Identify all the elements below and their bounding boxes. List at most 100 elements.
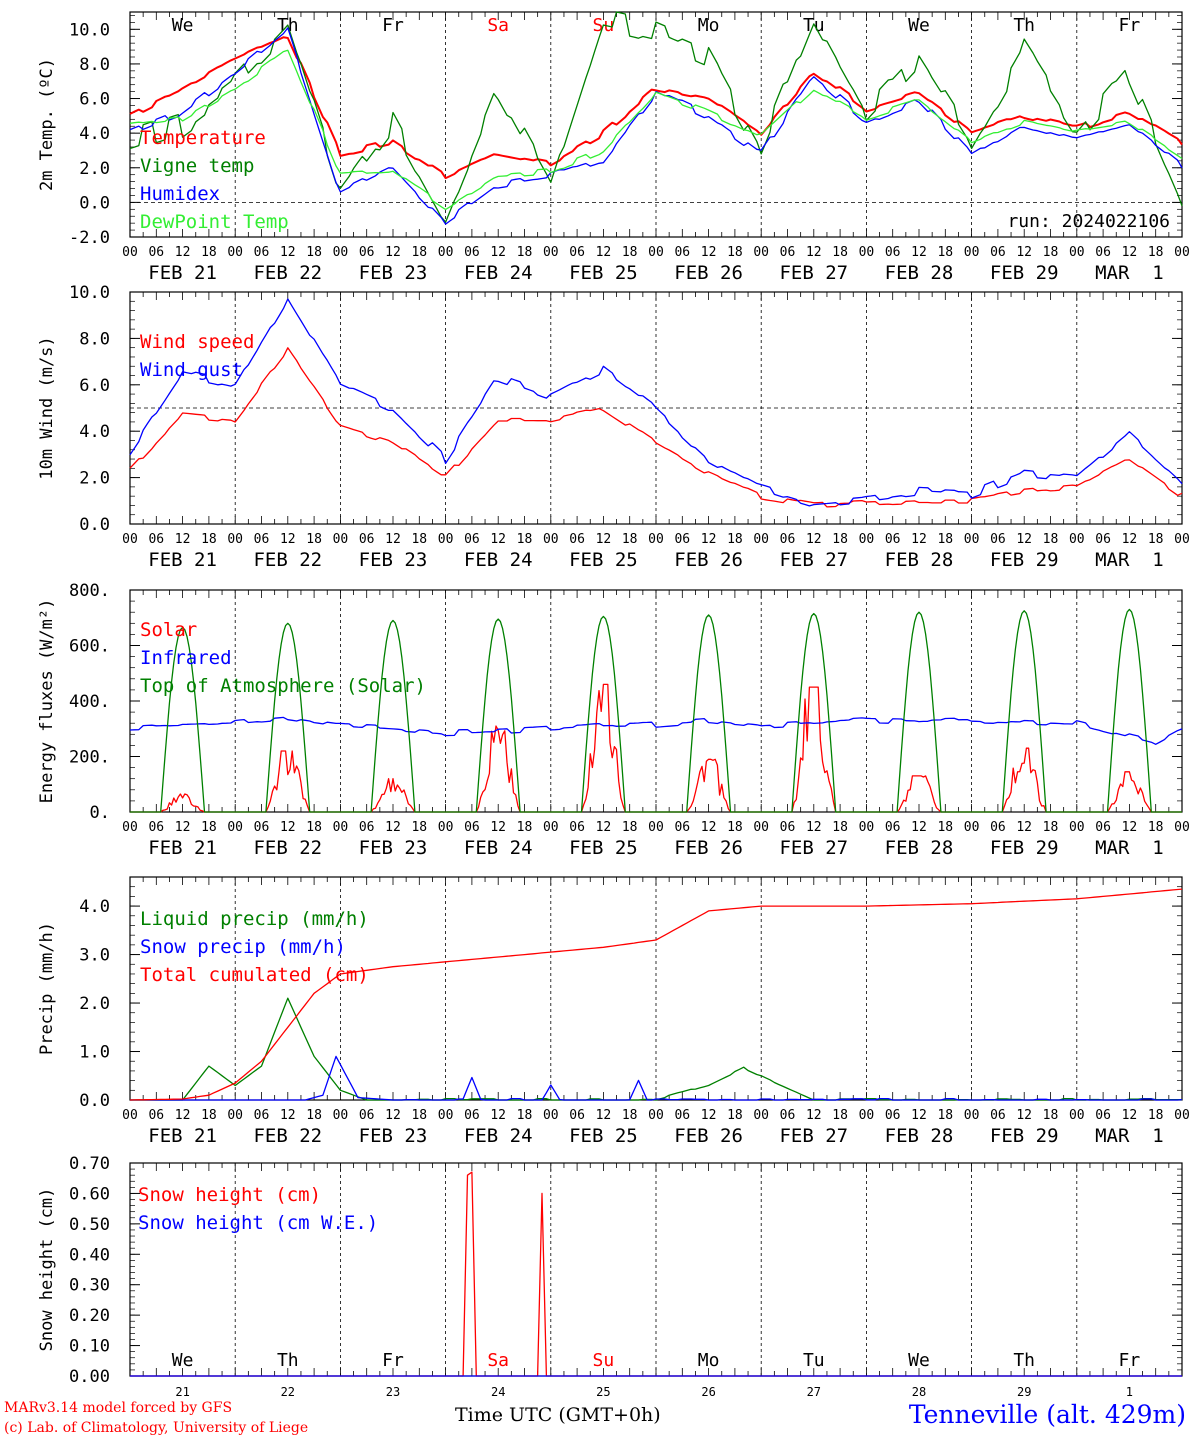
day-name-label: We [172, 1350, 194, 1371]
hour-tick-label: 12 [175, 245, 191, 260]
hour-tick-label: 00 [753, 1108, 769, 1123]
model-credit: MARv3.14 model forced by GFS [4, 1400, 233, 1416]
hour-tick-label: 00 [1174, 245, 1190, 260]
hour-tick-label: 18 [1148, 1108, 1164, 1123]
hour-tick-label: 18 [517, 532, 533, 547]
date-label: FEB 24 [464, 262, 533, 284]
hour-tick-label: 06 [569, 1108, 585, 1123]
hour-tick-label: 00 [753, 245, 769, 260]
hour-tick-label: 12 [280, 245, 296, 260]
day-name-label: Tu [803, 1350, 825, 1371]
day-name-label: Mo [698, 15, 720, 36]
hour-tick-label: 00 [964, 532, 980, 547]
panel-temperature-series-0-line [129, 36, 1183, 180]
date-label: FEB 26 [674, 549, 743, 571]
panel-energy-legend-2: Top of Atmosphere (Solar) [140, 675, 426, 697]
hour-tick-label: 00 [753, 532, 769, 547]
hour-tick-label: 12 [175, 820, 191, 835]
panel-temperature-series-1-line [129, 11, 1183, 223]
y-tick-label: 0.10 [69, 1337, 110, 1357]
hour-tick-label: 18 [622, 245, 638, 260]
hour-tick-label: 06 [254, 820, 270, 835]
date-label: FEB 26 [674, 1125, 743, 1147]
hour-tick-label: 00 [333, 532, 349, 547]
hour-tick-label: 12 [1122, 1108, 1138, 1123]
hour-tick-label: 12 [1016, 532, 1032, 547]
hour-tick-label: 00 [543, 1108, 559, 1123]
date-label: FEB 21 [148, 262, 217, 284]
hour-tick-label: 06 [1095, 820, 1111, 835]
hour-tick-label: 00 [227, 245, 243, 260]
hour-tick-label: 00 [333, 245, 349, 260]
panel-temperature-legend-3: DewPoint Temp [140, 211, 289, 233]
date-label: FEB 27 [779, 1125, 848, 1147]
hour-tick-label: 18 [517, 820, 533, 835]
hour-tick-label: 18 [727, 245, 743, 260]
hour-tick-label: 00 [1174, 820, 1190, 835]
hour-tick-label: 06 [990, 532, 1006, 547]
y-tick-label: 4.0 [79, 897, 110, 917]
hour-tick-label: 18 [727, 532, 743, 547]
hour-tick-label: 00 [964, 820, 980, 835]
hour-tick-label: 06 [990, 245, 1006, 260]
day-name-label: Fr [1119, 1350, 1141, 1371]
date-label: MAR 1 [1095, 837, 1164, 859]
hour-tick-label: 00 [333, 820, 349, 835]
day-name-label: Th [1013, 1350, 1035, 1371]
date-label: FEB 21 [148, 1125, 217, 1147]
y-tick-label: 800. [69, 581, 110, 601]
day-name-label: We [908, 1350, 930, 1371]
hour-tick-label: 00 [438, 820, 454, 835]
panel-temperature-frame [129, 11, 1183, 238]
day-name-label: Sa [487, 1350, 509, 1371]
hour-tick-label: 06 [359, 245, 375, 260]
hour-tick-label: 18 [937, 1108, 953, 1123]
hour-tick-label: 00 [438, 1108, 454, 1123]
hour-tick-label: 18 [832, 1108, 848, 1123]
hour-tick-label: 18 [622, 532, 638, 547]
hour-tick-label: 12 [490, 1108, 506, 1123]
hour-tick-label: 18 [411, 820, 427, 835]
hour-tick-label: 12 [596, 820, 612, 835]
date-label: FEB 22 [253, 837, 322, 859]
hour-tick-label: 06 [885, 532, 901, 547]
day-number-label: 29 [1017, 1385, 1031, 1399]
panel-precip-ylabel: Precip (mm/h) [37, 922, 57, 1055]
hour-tick-label: 18 [411, 245, 427, 260]
panel-precip-series-1-line [130, 1055, 1183, 1101]
date-label: MAR 1 [1095, 1125, 1164, 1147]
date-label: FEB 27 [779, 837, 848, 859]
panel-temperature-legend-0: Temperature [140, 127, 266, 149]
date-label: FEB 21 [148, 549, 217, 571]
hour-tick-label: 00 [122, 820, 138, 835]
hour-tick-label: 00 [1174, 1108, 1190, 1123]
y-tick-label: 0.70 [69, 1154, 110, 1174]
hour-tick-label: 12 [806, 532, 822, 547]
day-name-label: Fr [1119, 15, 1141, 36]
hour-tick-label: 06 [569, 532, 585, 547]
station-name: Tenneville (alt. 429m) [908, 1400, 1186, 1429]
hour-tick-label: 00 [227, 1108, 243, 1123]
y-tick-label: 0.60 [69, 1184, 110, 1204]
hour-tick-label: 00 [227, 532, 243, 547]
hour-tick-label: 06 [148, 820, 164, 835]
date-label: FEB 26 [674, 837, 743, 859]
lab-credit: (c) Lab. of Climatology, University of L… [4, 1420, 309, 1436]
hour-tick-label: 12 [596, 245, 612, 260]
day-number-label: 26 [701, 1385, 715, 1399]
hour-tick-label: 18 [622, 820, 638, 835]
hour-tick-label: 12 [596, 1108, 612, 1123]
date-label: FEB 26 [674, 262, 743, 284]
hour-tick-label: 12 [385, 820, 401, 835]
hour-tick-label: 00 [648, 820, 664, 835]
hour-tick-label: 18 [306, 532, 322, 547]
day-number-label: 23 [386, 1385, 400, 1399]
hour-tick-label: 18 [306, 245, 322, 260]
hour-tick-label: 18 [201, 532, 217, 547]
hour-tick-label: 06 [464, 820, 480, 835]
day-name-label: Fr [382, 1350, 404, 1371]
hour-tick-label: 12 [385, 532, 401, 547]
day-name-label: Mo [698, 1350, 720, 1371]
panel-temperature-legend-2: Humidex [140, 183, 220, 205]
